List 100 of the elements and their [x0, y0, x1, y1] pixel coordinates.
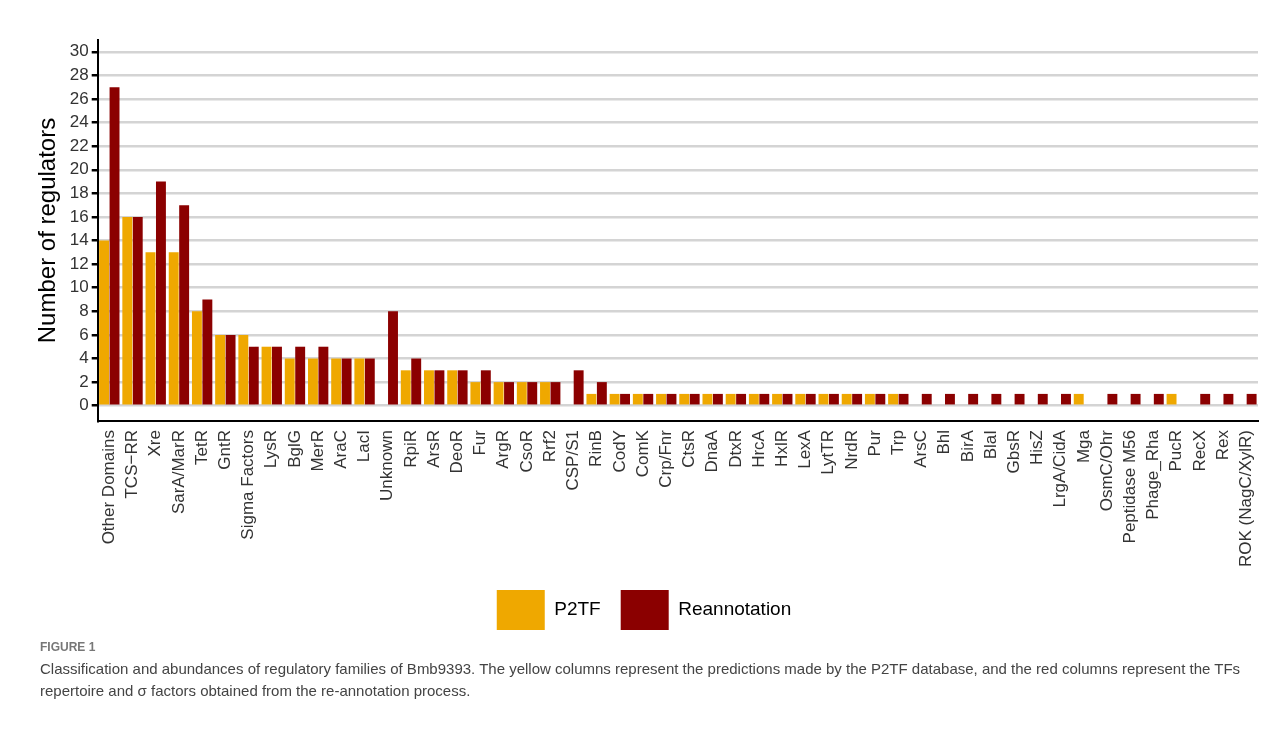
bar — [122, 216, 133, 405]
bar — [331, 358, 342, 405]
y-axis-title: Number of regulators — [33, 117, 61, 344]
bar — [527, 382, 538, 405]
x-tick-label: OsmC/Ohr — [1096, 429, 1116, 512]
bar — [132, 216, 143, 405]
x-tick-label: Fur — [470, 429, 490, 456]
bar — [573, 370, 584, 405]
x-tick-label: AraC — [331, 430, 351, 469]
x-tick-label: ArsR — [423, 430, 443, 468]
x-tick-label: ArgR — [493, 430, 513, 469]
x-tick-label: ArsC — [911, 430, 931, 468]
bar — [1166, 393, 1177, 405]
bar — [736, 393, 747, 405]
x-tick-label: Bhl — [934, 430, 954, 455]
bar — [875, 393, 886, 405]
x-tick-label: LrgA/CidA — [1050, 429, 1070, 508]
bar — [284, 358, 295, 405]
y-tick-label: 22 — [69, 135, 89, 155]
bar — [702, 393, 713, 405]
bar — [944, 393, 955, 405]
y-tick-label: 30 — [69, 41, 89, 61]
y-tick-label: 0 — [79, 395, 89, 415]
text: FIGURE 1 — [40, 640, 97, 654]
x-tick-label: Crp/Fnr — [655, 429, 675, 488]
x-tick-label: Xre — [145, 430, 165, 457]
x-tick-label: Sigma Factors — [238, 430, 258, 540]
bar — [609, 393, 620, 405]
y-tick-label: 28 — [69, 65, 89, 85]
x-tick-label: BglG — [284, 430, 304, 468]
x-tick-label: Rex — [1212, 429, 1232, 461]
bar — [841, 393, 852, 405]
x-tick-label: NrdR — [841, 430, 861, 470]
x-tick-label: BirA — [957, 429, 977, 463]
bar — [1014, 393, 1025, 405]
x-tick-label: ROK (NagC/XylR) — [1236, 430, 1256, 568]
x-tick-label: LacI — [354, 430, 374, 463]
bar — [725, 393, 736, 405]
x-tick-label: GbsR — [1004, 430, 1024, 474]
bar — [1223, 393, 1234, 405]
x-tick-label: Pur — [864, 429, 884, 457]
bar — [921, 393, 932, 405]
x-tick-label: BlaI — [980, 430, 1000, 460]
x-tick-label: CsoR — [516, 430, 536, 473]
x-tick-label: Phage_Rha — [1143, 429, 1163, 520]
x-tick-label: CSP/S1 — [563, 430, 583, 491]
bar — [1073, 393, 1084, 405]
x-tick-label: LysR — [261, 430, 281, 469]
bar — [516, 382, 527, 405]
y-tick-label: 24 — [69, 112, 89, 132]
x-tick-label: LexA — [795, 429, 815, 469]
bar — [772, 393, 783, 405]
x-tick-label: Unknown — [377, 430, 397, 501]
bar — [852, 393, 863, 405]
x-tick-label: DtxR — [725, 430, 745, 468]
y-tick-label: 16 — [69, 206, 89, 226]
y-tick-label: 6 — [79, 324, 89, 344]
bar — [828, 393, 839, 405]
bar — [1153, 393, 1164, 405]
bar — [307, 358, 318, 405]
x-tick-label: Other Domains — [99, 430, 118, 545]
bar — [795, 393, 806, 405]
bar — [447, 370, 458, 405]
bar — [504, 382, 514, 405]
x-tick-label: HxlR — [771, 430, 791, 467]
y-tick-label: 10 — [69, 277, 89, 297]
bar — [689, 393, 700, 405]
x-tick-label: MerR — [307, 430, 327, 472]
bar — [1200, 393, 1211, 405]
bar — [411, 358, 422, 405]
y-tick-label: 2 — [79, 371, 89, 391]
x-tick-label: CodY — [609, 430, 629, 473]
bar — [225, 334, 236, 405]
bar — [586, 393, 597, 405]
bar — [202, 299, 213, 405]
x-tick-label: RpiR — [400, 430, 420, 468]
bar — [550, 382, 561, 405]
bar — [272, 346, 282, 405]
bar — [805, 393, 816, 405]
bar — [1107, 393, 1118, 405]
bar — [109, 87, 120, 405]
y-tick-label: 8 — [79, 301, 89, 321]
x-tick-label: HisZ — [1027, 430, 1047, 465]
y-tick-label: 14 — [69, 230, 89, 250]
bar — [712, 393, 723, 405]
x-tick-label: PucR — [1166, 430, 1186, 472]
bar — [480, 370, 491, 405]
bar — [261, 346, 272, 405]
bar — [991, 393, 1002, 405]
x-tick-label: LytTR — [818, 430, 838, 475]
text: Classification and abundances of regulatory families of Bmb9393. The yellow columns represent the predictions made by the P2TF database, and the red columns represent the TFs repertoire and σ factors obtained from the re-annotation process. — [40, 659, 1242, 701]
bar — [400, 370, 411, 405]
bar — [434, 370, 445, 405]
x-tick-label: Trp — [888, 430, 907, 455]
x-tick-label: Rrf2 — [539, 430, 559, 463]
x-tick-label: Peptidase M56 — [1120, 430, 1140, 544]
x-tick-label: TCS−RR — [122, 430, 142, 499]
y-tick-label: 12 — [69, 253, 89, 273]
bar — [620, 393, 631, 405]
x-tick-label: ComK — [632, 429, 652, 478]
